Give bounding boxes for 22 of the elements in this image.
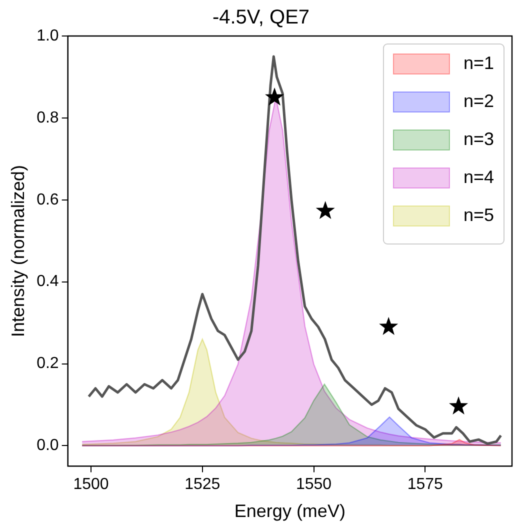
y-tick-label: 1.0 <box>36 27 59 44</box>
point <box>449 396 468 414</box>
legend-label: n=5 <box>463 204 494 225</box>
y-tick-label: 0.6 <box>36 191 59 208</box>
legend-label: n=4 <box>463 166 494 187</box>
chart-title: -4.5V, QE7 <box>212 6 310 29</box>
x-tick-label: 1525 <box>184 476 220 494</box>
y-tick-label: 0.0 <box>36 437 59 454</box>
legend-label: n=1 <box>463 52 494 73</box>
y-tick-label: 0.4 <box>36 273 59 290</box>
x-tick-label: 1550 <box>296 476 332 494</box>
x-tick-label: 1575 <box>407 476 444 494</box>
y-tick-label: 0.8 <box>36 109 59 126</box>
y-tick-label: 0.2 <box>36 355 59 372</box>
x-tick-label: 1500 <box>73 476 109 494</box>
legend-label: n=3 <box>463 128 494 149</box>
x-axis-title: Energy (meV) <box>234 501 346 522</box>
point <box>316 200 335 220</box>
point <box>379 316 398 335</box>
y-axis-title: Intensity (normalized) <box>8 165 28 338</box>
legend-label: n=2 <box>463 90 494 111</box>
point <box>265 87 284 106</box>
